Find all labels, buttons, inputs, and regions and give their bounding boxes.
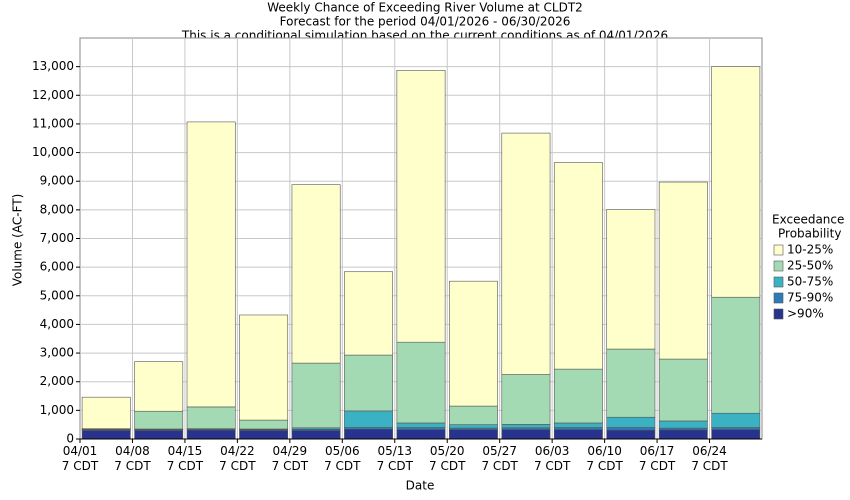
- y-tick-label: 2,000: [40, 374, 74, 388]
- bar-segment: [449, 280, 498, 407]
- bar-segment: [239, 314, 289, 421]
- bar-segment: [553, 422, 603, 428]
- bar-segment: [449, 429, 498, 440]
- y-tick-label: 5,000: [40, 288, 74, 302]
- y-tick-label: 7,000: [40, 231, 74, 245]
- x-tick-label: 04/08 7 CDT: [114, 444, 151, 473]
- bar-segment: [396, 427, 446, 430]
- y-tick-label: 3,000: [40, 346, 74, 360]
- x-tick-label: 05/27 7 CDT: [481, 444, 518, 473]
- bar-segment: [396, 422, 446, 428]
- x-tick-label: 06/24 7 CDT: [691, 444, 728, 473]
- bar-segment: [81, 396, 131, 429]
- x-tick-label: 06/17 7 CDT: [639, 444, 676, 473]
- y-tick-label: 12,000: [32, 88, 74, 102]
- bar-segment: [449, 405, 498, 425]
- y-tick-label: 1,000: [40, 403, 74, 417]
- legend-swatch: [773, 308, 784, 320]
- x-tick-label: 06/10 7 CDT: [586, 444, 623, 473]
- bar-segment: [134, 430, 184, 440]
- bar-segment: [344, 271, 393, 356]
- bar-segment: [711, 427, 761, 430]
- x-tick-label: 04/22 7 CDT: [219, 444, 256, 473]
- bar-segment: [606, 416, 656, 428]
- bar-segment: [186, 429, 236, 440]
- bar-segment: [501, 424, 551, 429]
- bar-segment: [501, 132, 551, 375]
- legend-label: 25-50%: [787, 259, 833, 273]
- legend-label: 75-90%: [787, 291, 833, 305]
- bar-segment: [81, 430, 131, 440]
- bar-segment: [606, 427, 656, 431]
- bar-segment: [658, 358, 708, 422]
- legend-label: >90%: [787, 307, 824, 321]
- bar-segment: [396, 341, 446, 424]
- legend-swatch: [773, 260, 784, 272]
- y-tick-label: 13,000: [32, 59, 74, 73]
- bar-segment: [553, 368, 603, 424]
- y-tick-label: 4,000: [40, 317, 74, 331]
- bar-segment: [344, 410, 393, 428]
- y-tick-label: 0: [66, 432, 74, 446]
- bar-segment: [606, 348, 656, 418]
- bar-segment: [291, 362, 341, 429]
- bar-segment: [711, 296, 761, 414]
- chart-subtitle: Forecast for the period 04/01/2026 - 06/…: [280, 15, 571, 29]
- x-axis-label: Date: [406, 479, 435, 493]
- bar-segment: [134, 361, 184, 412]
- bar-segment: [553, 162, 603, 370]
- bar-segment: [658, 420, 708, 429]
- x-tick-label: 04/29 7 CDT: [272, 444, 309, 473]
- legend-swatch: [773, 244, 784, 256]
- bar-segment: [711, 66, 761, 298]
- y-axis-label: Volume (AC-FT): [11, 194, 25, 287]
- x-tick-label: 05/06 7 CDT: [324, 444, 361, 473]
- x-tick-label: 04/15 7 CDT: [167, 444, 204, 473]
- bar-segment: [501, 429, 551, 440]
- y-tick-label: 9,000: [40, 174, 74, 188]
- x-tick-label: 06/03 7 CDT: [534, 444, 571, 473]
- bar-segment: [186, 121, 236, 408]
- x-tick-label: 05/20 7 CDT: [429, 444, 466, 473]
- bar-segment: [553, 427, 603, 430]
- x-tick-label: 05/13 7 CDT: [377, 444, 414, 473]
- bar-segment: [291, 430, 341, 440]
- bar-segment: [239, 419, 289, 430]
- legend-swatch: [773, 292, 784, 304]
- legend-swatch: [773, 276, 784, 288]
- bar-segment: [134, 410, 184, 430]
- bar-segment: [344, 354, 393, 412]
- bar-segment: [396, 70, 446, 343]
- bar-segment: [606, 209, 656, 350]
- bar-segment: [501, 374, 551, 425]
- y-tick-label: 6,000: [40, 260, 74, 274]
- bar-segment: [711, 429, 761, 440]
- bar-segment: [291, 184, 341, 364]
- bar-segment: [553, 429, 603, 440]
- y-tick-label: 11,000: [32, 116, 74, 130]
- bar-segment: [658, 181, 708, 360]
- bar-segment: [239, 430, 289, 440]
- chart-title: Weekly Chance of Exceeding River Volume …: [267, 1, 583, 15]
- legend-label: 10-25%: [787, 243, 833, 257]
- bar-segment: [396, 429, 446, 440]
- bar-segment: [344, 428, 393, 440]
- legend-title: Exceedance: [772, 213, 844, 227]
- bar-segment: [658, 429, 708, 440]
- bar-segment: [449, 424, 498, 429]
- x-tick-label: 04/01 7 CDT: [62, 444, 99, 473]
- bar-segment: [711, 412, 761, 428]
- bar-segment: [186, 406, 236, 429]
- y-tick-label: 8,000: [40, 202, 74, 216]
- legend-label: 50-75%: [787, 275, 833, 289]
- bar-segment: [606, 429, 656, 440]
- legend-title: Probability: [778, 227, 841, 241]
- y-tick-label: 10,000: [32, 145, 74, 159]
